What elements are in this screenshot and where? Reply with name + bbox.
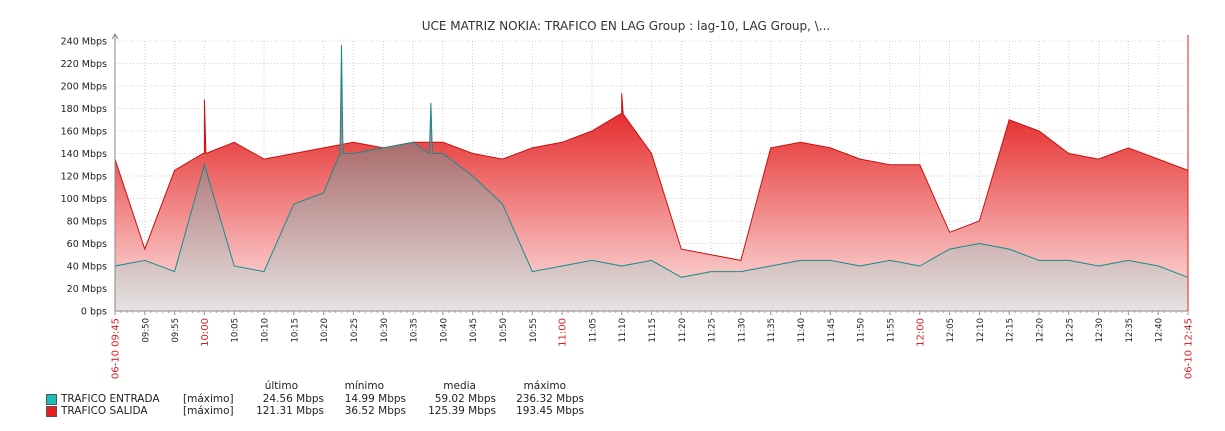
- x-tick-label: 12:00: [915, 318, 926, 347]
- x-tick-label: 11:15: [648, 318, 658, 343]
- x-tick-label: 12:15: [1006, 318, 1016, 343]
- x-tick-label: 10:00: [200, 318, 211, 347]
- x-tick-label: 11:10: [618, 318, 628, 343]
- legend-func: [máximo]: [183, 393, 234, 405]
- x-tick-label: 12:35: [1125, 318, 1135, 343]
- y-tick-label: 220 Mbps: [61, 59, 107, 70]
- chart-title: UCE MATRIZ NOKIA: TRAFICO EN LAG Group :…: [422, 19, 831, 33]
- x-tick-label: 12:30: [1095, 318, 1105, 343]
- legend-media: 125.39 Mbps: [428, 405, 496, 417]
- x-tick-label: 11:35: [767, 318, 777, 343]
- x-tick-label: 12:05: [946, 318, 956, 343]
- x-tick-label: 11:55: [886, 318, 896, 343]
- x-tick-label: 06-10 12:45: [1184, 318, 1195, 379]
- x-tick-label: 11:05: [588, 318, 598, 343]
- x-tick-label: 09:55: [171, 318, 181, 343]
- y-tick-label: 240 Mbps: [61, 37, 107, 48]
- axes: 0 bps 20 Mbps 40 Mbps 60 Mbps 80 Mbps 100 Mbp…: [61, 33, 1195, 379]
- legend-maximo: 193.45 Mbps: [516, 405, 584, 417]
- y-tick-label: 200 Mbps: [61, 82, 107, 93]
- x-tick-label: 11:50: [857, 318, 867, 343]
- x-tick-label: 10:20: [320, 318, 330, 343]
- x-tick-label: 11:45: [827, 318, 837, 343]
- legend-row-entrada: TRAFICO ENTRADA [máximo] 24.56 Mbps 14.9…: [46, 393, 606, 406]
- x-tick-label: 10:10: [261, 318, 271, 343]
- y-tick-label: 80 Mbps: [67, 217, 107, 228]
- series-area-entrada: [115, 45, 1188, 311]
- x-tick-label: 10:40: [439, 318, 449, 343]
- series-line-salida: [114, 93, 1189, 261]
- legend-swatch-salida: [46, 406, 57, 417]
- x-tick-label: 12:10: [976, 318, 986, 343]
- y-tick-label: 180 Mbps: [61, 104, 107, 115]
- plot-area: [114, 45, 1189, 312]
- legend-header-minimo: mínimo: [344, 380, 384, 392]
- legend-header-media: media: [443, 380, 476, 392]
- legend-maximo: 236.32 Mbps: [516, 393, 584, 405]
- x-tick-label: 12:25: [1065, 318, 1075, 343]
- x-tick-label: 10:55: [529, 318, 539, 343]
- y-tick-label: 120 Mbps: [61, 172, 107, 183]
- x-tick-label: 10:15: [290, 318, 300, 343]
- y-tick-label: 0 bps: [81, 307, 107, 318]
- x-tick-label: 12:40: [1155, 318, 1165, 343]
- x-tick-label: 10:30: [380, 318, 390, 343]
- legend-header-maximo: máximo: [523, 380, 566, 392]
- legend-minimo: 14.99 Mbps: [344, 393, 406, 405]
- x-tick-label: 11:40: [797, 318, 807, 343]
- legend-row-salida: TRAFICO SALIDA [máximo] 121.31 Mbps 36.5…: [46, 405, 606, 418]
- legend-minimo: 36.52 Mbps: [344, 405, 406, 417]
- x-tick-label: 11:25: [708, 318, 718, 343]
- series-line-entrada: [114, 45, 1189, 278]
- y-tick-label: 60 Mbps: [67, 239, 107, 250]
- x-tick-label: 06-10 09:45: [111, 318, 122, 379]
- x-tick-label: 12:20: [1035, 318, 1045, 343]
- y-tick-label: 100 Mbps: [61, 194, 107, 205]
- x-tick-label: 11:30: [737, 318, 747, 343]
- x-tick-label: 10:25: [350, 318, 360, 343]
- y-axis-arrow-icon: [111, 33, 119, 40]
- x-tick-label: 11:00: [558, 318, 569, 347]
- y-tick-label: 140 Mbps: [61, 149, 107, 160]
- x-tick-label: 11:20: [678, 318, 688, 343]
- x-tick-label: 10:45: [469, 318, 479, 343]
- legend-series-name: TRAFICO ENTRADA: [61, 393, 160, 405]
- legend-series-name: TRAFICO SALIDA: [61, 405, 148, 417]
- legend-media: 59.02 Mbps: [434, 393, 496, 405]
- legend-ultimo: 24.56 Mbps: [262, 393, 324, 405]
- y-tick-label: 20 Mbps: [67, 284, 107, 295]
- x-tick-label: 10:50: [499, 318, 509, 343]
- legend-header-ultimo: último: [264, 380, 298, 392]
- legend-ultimo: 121.31 Mbps: [256, 405, 324, 417]
- legend-swatch-entrada: [46, 394, 57, 405]
- y-tick-label: 40 Mbps: [67, 262, 107, 273]
- x-tick-label: 09:50: [141, 318, 151, 343]
- x-tick-label: 10:05: [231, 318, 241, 343]
- legend-func: [máximo]: [183, 405, 234, 417]
- y-tick-label: 160 Mbps: [61, 127, 107, 138]
- x-tick-label: 10:35: [410, 318, 420, 343]
